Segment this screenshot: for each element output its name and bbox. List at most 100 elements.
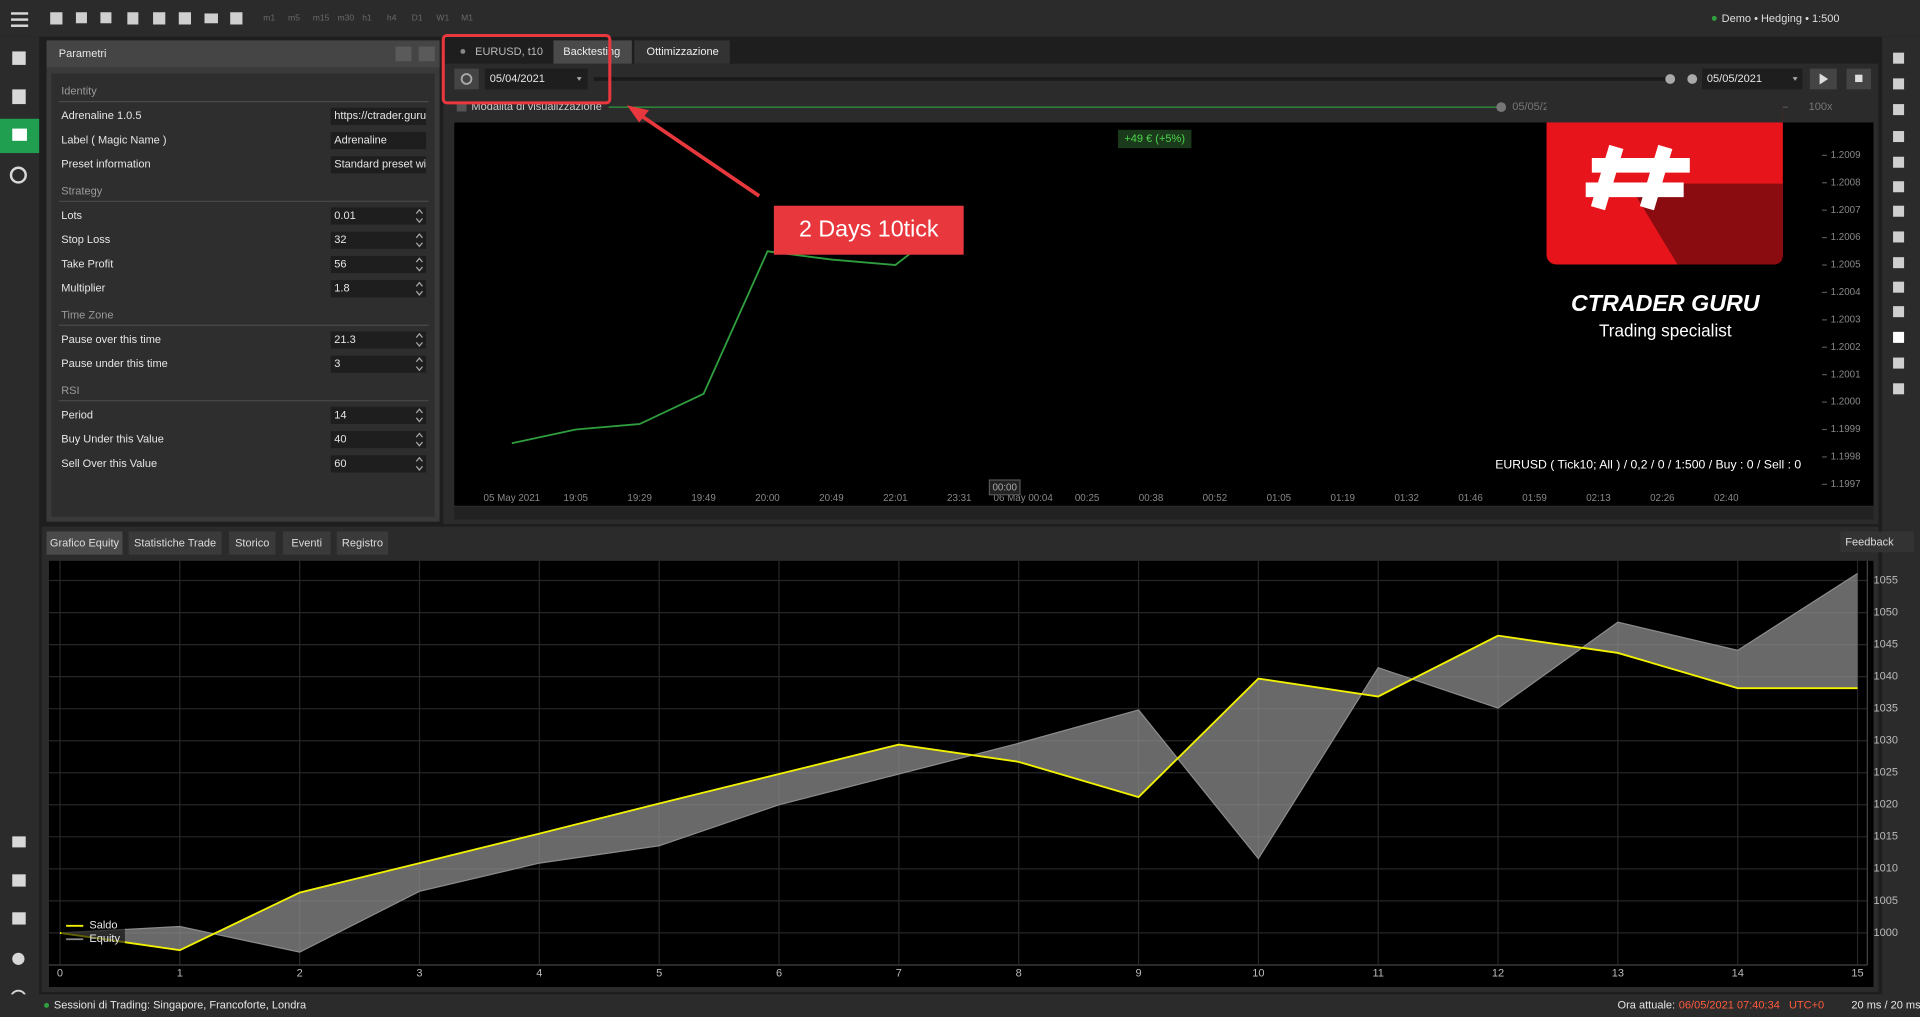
x-tick-label: 4 (536, 967, 542, 979)
arrow-shaft (635, 111, 761, 198)
param-value: 3 (334, 358, 340, 370)
timeframe: m15 (313, 13, 330, 23)
price-tick-label: 1.2003 (1831, 314, 1861, 325)
gear-icon (460, 73, 473, 85)
param-value: 56 (334, 258, 346, 270)
param-label: Stop Loss (61, 234, 110, 246)
spinner (415, 208, 423, 224)
param-input[interactable] (330, 331, 427, 349)
slider-handle[interactable] (1687, 74, 1698, 84)
price-line (511, 214, 960, 445)
tab[interactable] (634, 40, 730, 64)
param-input[interactable] (330, 355, 427, 373)
drawing-tools (1893, 52, 1905, 395)
param-input[interactable] (330, 107, 427, 125)
timezone: UTC+0 (1789, 999, 1824, 1011)
tab-label: Ottimizzazione (647, 46, 719, 58)
settings-button[interactable] (454, 68, 479, 90)
bottom-tab[interactable] (228, 531, 276, 555)
speed: 100x (1809, 101, 1833, 113)
annotation-box (773, 205, 964, 255)
bottom-tab-label: Registro (342, 538, 383, 550)
x-tick-label: 0 (57, 967, 63, 979)
end-date-box[interactable] (1702, 68, 1803, 90)
spinner (415, 233, 423, 248)
account: Demo • Hedging • 1:500 (1722, 13, 1840, 25)
param-input[interactable] (330, 406, 427, 424)
time-label: Ora attuale: (1618, 999, 1676, 1011)
param-label: Buy Under this Value (61, 434, 164, 446)
legend-label: Equity (89, 933, 120, 945)
series-line (59, 572, 1858, 953)
save-button[interactable] (418, 46, 435, 62)
top-bar (0, 0, 1920, 37)
bottom-tab[interactable] (336, 531, 389, 555)
x-tick-label: 3 (416, 967, 422, 979)
start-date-box[interactable] (484, 68, 588, 90)
param-input[interactable] (330, 455, 427, 473)
time-tick-label: 22:01 (883, 493, 907, 504)
param-input[interactable] (330, 431, 427, 449)
spinner (415, 357, 423, 372)
time-tick-label: 02:13 (1586, 493, 1611, 504)
param-label: Adrenaline 1.0.5 (61, 110, 141, 122)
checkbox[interactable] (456, 101, 467, 112)
price-tick-label: 1.1998 (1831, 452, 1861, 463)
tab-active[interactable] (553, 40, 632, 64)
param-input[interactable] (330, 156, 427, 174)
bottom-tab[interactable] (282, 531, 331, 555)
cursor-time: 00:00 (992, 483, 1017, 494)
param-label: Sell Over this Value (61, 458, 157, 470)
time-progress (608, 106, 1500, 108)
param-value: Adrenaline (334, 134, 387, 146)
x-tick-label: 8 (1016, 967, 1022, 979)
param-label: Pause under this time (61, 358, 168, 370)
time-tick-label: 19:05 (564, 493, 589, 504)
param-input[interactable] (330, 132, 427, 150)
time-tick-label: 01:46 (1458, 493, 1483, 504)
y-tick-label: 1025 (1873, 767, 1898, 779)
param-label: Lots (61, 210, 82, 222)
timeframe: h4 (387, 13, 397, 23)
param-input[interactable] (330, 207, 427, 225)
param-input[interactable] (330, 255, 427, 274)
series-line (59, 634, 1858, 952)
tab-dot (460, 48, 466, 54)
tab-label: Backtesting (563, 46, 620, 58)
param-label: Multiplier (61, 283, 105, 295)
time-tick-label: 01:32 (1394, 493, 1418, 504)
time-tick-label: 00:52 (1203, 493, 1227, 504)
bottom-tab[interactable] (46, 531, 123, 555)
timeframe: M1 (461, 13, 473, 23)
price-tick-label: 1.2009 (1831, 150, 1861, 161)
dropdown-arrow (1792, 77, 1798, 81)
bottom-tab-label: Statistiche Trade (134, 538, 216, 550)
chart-scrollbar (454, 506, 1874, 520)
bottom-tab-label: Storico (235, 538, 269, 550)
section-title: Strategy (61, 185, 103, 197)
bottom-tab-label: Grafico Equity (50, 538, 120, 550)
param-input[interactable] (330, 231, 427, 249)
open-button[interactable] (395, 46, 412, 62)
time-tick-label: 23:31 (947, 493, 971, 504)
time-tick-label: 19:29 (627, 493, 651, 504)
cursor-time-box (988, 479, 1021, 496)
price-tick-label: 1.2004 (1831, 287, 1861, 298)
feedback: Feedback (1845, 536, 1894, 548)
slider-handle[interactable] (1665, 74, 1676, 84)
y-tick-label: 1020 (1873, 799, 1898, 811)
tab-label: EURUSD, t10 (475, 46, 543, 58)
progress-track (593, 77, 1666, 81)
feedback-button[interactable] (1840, 531, 1914, 553)
y-tick-label: 1030 (1873, 735, 1898, 747)
timeframe: D1 (412, 13, 423, 23)
time-tick-label: 00:38 (1139, 493, 1164, 504)
highlight-box (441, 33, 612, 105)
x-tick-label: 1 (177, 967, 183, 979)
bottom-tab-label: Eventi (291, 538, 322, 550)
param-value: 40 (334, 434, 346, 446)
param-label: Period (61, 409, 93, 421)
bottom-tab[interactable] (128, 531, 222, 555)
param-input[interactable] (330, 280, 427, 298)
